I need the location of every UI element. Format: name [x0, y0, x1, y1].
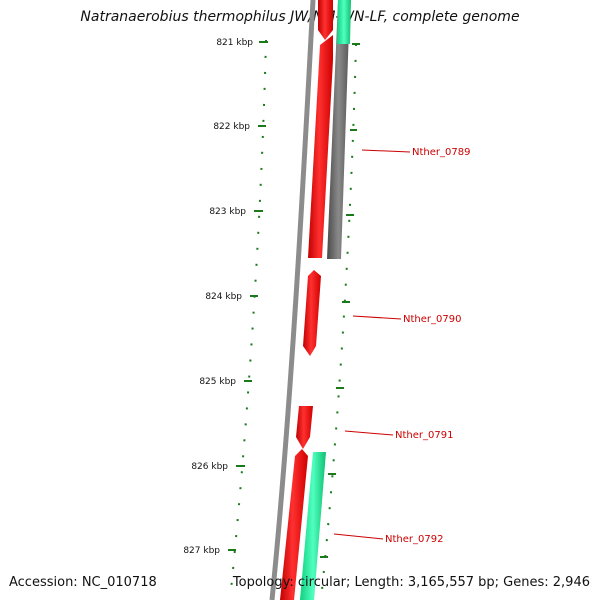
gene-arrow-nther-0791[interactable]	[296, 406, 313, 449]
genome-summary-text: Topology: circular; Length: 3,165,557 bp…	[232, 575, 590, 590]
feature-track	[280, 0, 351, 600]
tick-label: 821 kbp	[216, 38, 253, 48]
leader-line	[361, 149, 411, 153]
tick-label: 824 kbp	[205, 292, 242, 302]
gene-arrow-nther-0789b[interactable]	[308, 35, 333, 258]
gene-block-green-bottom[interactable]	[300, 452, 326, 600]
gene-block-gray[interactable]	[327, 0, 350, 259]
leader-line	[352, 315, 402, 320]
gene-label-nther-0792[interactable]: Nther_0792	[385, 534, 443, 545]
gene-labels: Nther_0789 Nther_0790 Nther_0791 Nther_0…	[333, 147, 470, 545]
tick-label: 823 kbp	[209, 207, 246, 217]
gene-arrow-nther-0790[interactable]	[303, 270, 321, 356]
accession-text: Accession: NC_010718	[9, 575, 157, 590]
tick-label: 826 kbp	[191, 462, 228, 472]
gene-label-nther-0791[interactable]: Nther_0791	[395, 430, 453, 441]
leader-line	[333, 533, 384, 540]
leader-line	[344, 430, 394, 436]
tick-label: 822 kbp	[213, 122, 250, 132]
gene-block-green-top[interactable]	[337, 0, 351, 44]
gene-arrow-nther-0789[interactable]	[318, 0, 333, 40]
tick-labels: 821 kbp 822 kbp 823 kbp 824 kbp 825 kbp …	[183, 38, 253, 556]
major-ticks	[228, 41, 360, 558]
gene-label-nther-0790[interactable]: Nther_0790	[403, 314, 461, 325]
map-title: Natranaerobius thermophilus JW/NM-WN-LF,…	[80, 9, 520, 25]
gene-label-nther-0789[interactable]: Nther_0789	[412, 147, 470, 158]
tick-label: 825 kbp	[199, 377, 236, 387]
backbone-arc	[269, 0, 316, 600]
gene-arrow-nther-0792[interactable]	[280, 449, 308, 600]
tick-label: 827 kbp	[183, 546, 220, 556]
